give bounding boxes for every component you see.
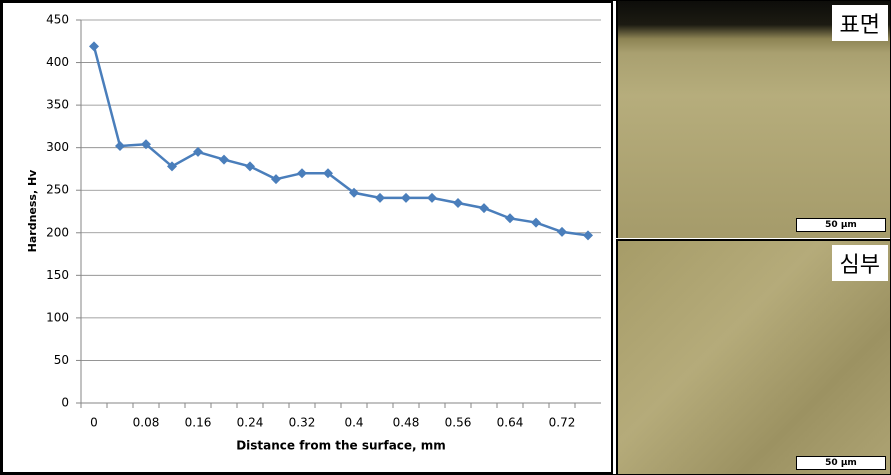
x-axis-title: Distance from the surface, mm: [236, 439, 446, 453]
data-point: [427, 192, 437, 203]
x-tick-label: 0.56: [445, 416, 472, 430]
data-point: [193, 146, 203, 157]
x-tick-label: 0.48: [393, 416, 420, 430]
data-point: [349, 187, 359, 198]
data-point: [219, 154, 229, 165]
micrograph-core: 심부 50 μm: [616, 239, 890, 474]
data-point: [271, 174, 281, 185]
y-tick-label: 250: [46, 183, 69, 197]
data-point: [115, 140, 125, 151]
y-tick-label: 100: [46, 310, 69, 324]
data-point: [479, 203, 489, 214]
data-point: [557, 226, 567, 237]
data-point: [453, 197, 463, 208]
data-point: [375, 192, 385, 203]
data-point: [141, 139, 151, 150]
x-tick-label: 0: [90, 416, 98, 430]
y-axis-title: Hardness, Hv: [26, 169, 39, 253]
y-tick-label: 200: [46, 225, 69, 239]
data-point: [583, 230, 593, 241]
data-point: [297, 168, 307, 179]
x-tick-label: 0.4: [344, 416, 363, 430]
x-tick-label: 0.32: [289, 416, 316, 430]
x-tick-label: 0.72: [549, 416, 576, 430]
y-tick-label: 50: [54, 353, 69, 367]
scale-bar: 50 μm: [796, 456, 886, 470]
data-point: [245, 161, 255, 172]
data-point: [89, 41, 99, 52]
data-point: [323, 168, 333, 179]
y-tick-label: 450: [46, 13, 69, 27]
x-tick-label: 0.08: [133, 416, 160, 430]
y-tick-label: 400: [46, 55, 69, 69]
data-point: [401, 192, 411, 203]
y-tick-label: 150: [46, 268, 69, 282]
data-point: [531, 217, 541, 228]
micrograph-surface: 표면 50 μm: [616, 1, 890, 238]
x-tick-label: 0.64: [497, 416, 524, 430]
x-tick-label: 0.24: [237, 416, 264, 430]
scale-bar: 50 μm: [796, 218, 886, 232]
micrograph-label: 표면: [831, 5, 888, 41]
data-point: [505, 213, 515, 224]
y-tick-label: 350: [46, 98, 69, 112]
y-tick-label: 300: [46, 140, 69, 154]
data-line: [92, 46, 589, 237]
x-tick-label: 0.16: [185, 416, 212, 430]
chart-frame: [1, 1, 613, 474]
data-point: [167, 161, 177, 172]
chart: Distance from the surface, mm Hardness, …: [1, 1, 613, 474]
y-tick-label: 0: [61, 396, 69, 410]
micrograph-label: 심부: [831, 245, 888, 281]
